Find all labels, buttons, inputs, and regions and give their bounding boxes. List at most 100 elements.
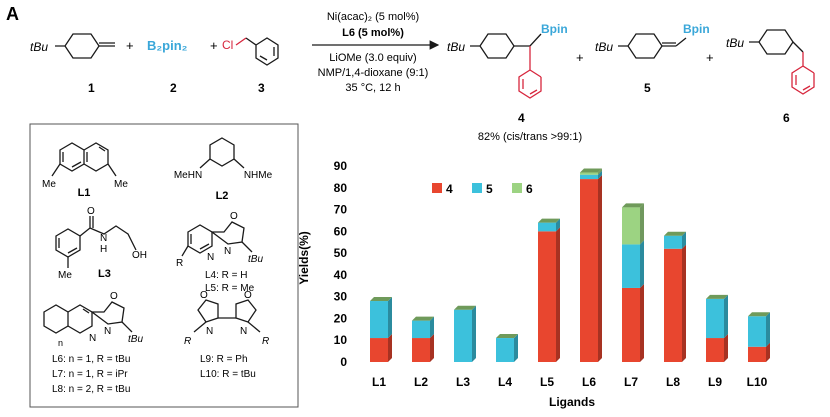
bar-top-face bbox=[622, 203, 644, 208]
bar-side-4 bbox=[598, 175, 602, 362]
condition-catalyst: Ni(acac)₂ (5 mol%) bbox=[327, 11, 419, 23]
bar-segment-5 bbox=[748, 316, 766, 347]
substituent-label: R bbox=[262, 336, 269, 347]
x-tick-label: L3 bbox=[456, 375, 470, 389]
x-tick-label: L4 bbox=[498, 375, 512, 389]
compound-number-5: 5 bbox=[644, 81, 651, 95]
legend-swatch-6 bbox=[512, 183, 522, 193]
legend-label: 4 bbox=[446, 182, 453, 196]
bar-top-face bbox=[496, 334, 518, 339]
tbu-label: tBu bbox=[726, 36, 744, 50]
ligand-caption: L2 bbox=[216, 190, 229, 202]
y-tick-label: 50 bbox=[334, 246, 348, 260]
substituent-label: O bbox=[200, 290, 208, 301]
substituent-label: N bbox=[89, 333, 96, 344]
bpin-label: Bpin bbox=[541, 22, 568, 36]
compound-5-structure: tBu Bpin bbox=[595, 22, 710, 59]
substituent-label: O bbox=[244, 290, 252, 301]
bar-side-5 bbox=[766, 312, 770, 347]
condition-ligand: L6 (5 mol%) bbox=[342, 27, 404, 39]
y-axis-label: Yields(%) bbox=[297, 231, 311, 285]
substituent-label: R bbox=[184, 336, 191, 347]
bar-side-5 bbox=[430, 316, 434, 339]
compound-number-3: 3 bbox=[258, 81, 265, 95]
x-tick-label: L7 bbox=[624, 375, 638, 389]
bar-top-face bbox=[706, 294, 728, 299]
legend-label: 5 bbox=[486, 182, 493, 196]
panel-label: A bbox=[6, 4, 19, 24]
b2pin2-label: B₂pin₂ bbox=[147, 38, 188, 53]
bar-segment-5 bbox=[706, 298, 724, 339]
bar-side-4 bbox=[388, 334, 392, 362]
bar-top-face bbox=[580, 168, 602, 173]
bar-segment-4 bbox=[370, 338, 388, 362]
substituent-label: O bbox=[110, 291, 118, 302]
substituent-label: H bbox=[100, 244, 107, 255]
x-axis-label: Ligands bbox=[549, 395, 595, 409]
plus-sign: + bbox=[210, 38, 218, 53]
y-tick-label: 20 bbox=[334, 311, 348, 325]
compound-4-structure: tBu Bpin bbox=[447, 22, 568, 99]
substituent-label: NHMe bbox=[244, 170, 273, 181]
legend-swatch-4 bbox=[432, 183, 442, 193]
ligand-caption: L6: n = 1, R = tBu bbox=[52, 354, 130, 365]
bar-segment-5 bbox=[538, 222, 556, 232]
bar-side-4 bbox=[682, 244, 686, 362]
bar-side-4 bbox=[430, 334, 434, 362]
y-tick-label: 30 bbox=[334, 290, 348, 304]
x-tick-label: L8 bbox=[666, 375, 680, 389]
y-tick-label: 10 bbox=[334, 333, 348, 347]
bar-side-4 bbox=[640, 283, 644, 362]
condition-base: LiOMe (3.0 equiv) bbox=[329, 52, 416, 64]
plus-sign: + bbox=[126, 38, 134, 53]
y-tick-label: 40 bbox=[334, 268, 348, 282]
bar-segment-4 bbox=[538, 231, 556, 362]
compound-number-6: 6 bbox=[783, 111, 790, 125]
ligand-l6-l8-structure: N N O n tBu bbox=[43, 291, 143, 348]
bar-side-4 bbox=[766, 342, 770, 362]
bar-segment-5 bbox=[454, 309, 472, 362]
bar-segment-5 bbox=[370, 301, 388, 339]
tbu-label: tBu bbox=[595, 40, 613, 54]
condition-solvent: NMP/1,4-dioxane (9:1) bbox=[318, 67, 429, 79]
bar-segment-4 bbox=[580, 179, 598, 362]
y-tick-label: 80 bbox=[334, 181, 348, 195]
legend-swatch-5 bbox=[472, 183, 482, 193]
x-tick-label: L5 bbox=[540, 375, 554, 389]
bpin-label: Bpin bbox=[683, 22, 710, 36]
bar-top-face bbox=[664, 231, 686, 236]
tbu-label: tBu bbox=[447, 40, 465, 54]
ligand-box bbox=[29, 123, 299, 408]
substituent-label: Me bbox=[58, 270, 72, 281]
bar-top-face bbox=[454, 305, 476, 310]
substituent-label: MeHN bbox=[174, 170, 202, 181]
compound-number-2: 2 bbox=[170, 81, 177, 95]
bar-segment-4 bbox=[706, 338, 724, 362]
substituent-label: OH bbox=[132, 250, 147, 261]
substituent-label: N bbox=[206, 326, 213, 337]
compound-3-structure: Cl bbox=[222, 37, 279, 66]
bar-segment-4 bbox=[412, 338, 430, 362]
bar-segment-4 bbox=[664, 248, 682, 362]
plus-sign: + bbox=[706, 50, 714, 65]
substituent-label: N bbox=[240, 326, 247, 337]
bar-segment-5 bbox=[412, 320, 430, 339]
ligand-caption: L3 bbox=[98, 268, 111, 280]
condition-temperature: 35 °C, 12 h bbox=[345, 82, 400, 94]
y-tick-label: 90 bbox=[334, 159, 348, 173]
x-tick-label: L6 bbox=[582, 375, 596, 389]
substituent-label: tBu bbox=[248, 254, 263, 265]
x-tick-label: L10 bbox=[747, 375, 768, 389]
ligand-caption: L4: R = H bbox=[205, 270, 248, 281]
bar-side-5 bbox=[388, 297, 392, 339]
y-tick-label: 0 bbox=[340, 355, 347, 369]
yield-chart: Yields(%) Ligands 0 10 20 30 40 50 60 70 80 90 L1 L… bbox=[297, 159, 770, 409]
ligand-caption: L1 bbox=[78, 187, 91, 199]
bar-segment-6 bbox=[622, 207, 640, 245]
compound-number-4: 4 bbox=[518, 111, 525, 125]
bar-segment-5 bbox=[580, 174, 598, 180]
compound-number-1: 1 bbox=[88, 81, 95, 95]
bar-segment-5 bbox=[496, 338, 514, 362]
bar-segment-5 bbox=[622, 244, 640, 288]
